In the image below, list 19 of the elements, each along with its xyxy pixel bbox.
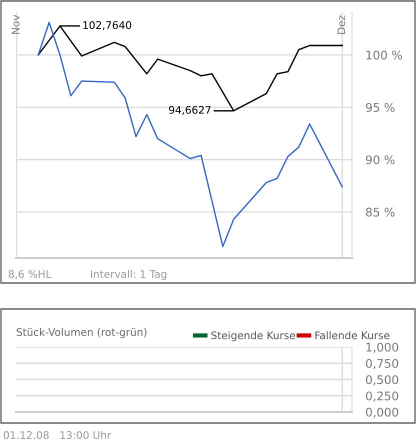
- y-tick-label: 95 %: [366, 102, 395, 112]
- y-tick-label: 0,500: [366, 375, 398, 386]
- text: 01.12.08 13:00 Uhr: [4, 430, 112, 440]
- annotation: 102,7640: [83, 21, 132, 30]
- chart-title: Stück-Volumen (rot-grün): [16, 328, 146, 338]
- y-tick-label: 1,000: [366, 342, 398, 353]
- y-tick-label: 0,750: [366, 358, 398, 370]
- annotation: 94,6627: [169, 106, 211, 115]
- text: 8,6 %HL: [8, 270, 52, 280]
- legend-label: Fallende Kurse: [315, 331, 390, 340]
- legend-label: Steigende Kurse: [211, 331, 296, 342]
- y-tick-label: 85 %: [366, 208, 395, 217]
- x-tick-label: Nov: [12, 14, 20, 34]
- y-tick-label: 0,250: [366, 391, 398, 402]
- y-tick-label: 90 %: [366, 155, 395, 164]
- y-tick-label: 0,000: [366, 408, 398, 418]
- y-tick-label: 100 %: [366, 50, 402, 60]
- text: Intervall: 1 Tag: [91, 270, 166, 280]
- x-tick-label: Dez: [338, 15, 346, 34]
